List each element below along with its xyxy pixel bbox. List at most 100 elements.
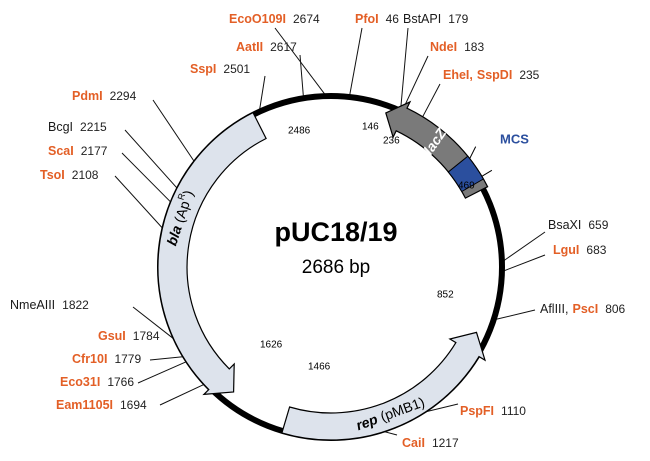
site-line: [258, 75, 266, 112]
site-line: [400, 27, 409, 111]
site-line: [493, 309, 536, 321]
site-position: 1822: [62, 298, 89, 312]
feature-coordinate: 1466: [308, 362, 331, 373]
site-position: 2617: [270, 40, 297, 54]
feature-coordinate: 146: [362, 122, 379, 133]
site-position: 179: [448, 12, 468, 26]
mcs-region: [447, 155, 485, 193]
site-label: CaiI 1217: [402, 436, 459, 450]
site-label: PfoI 46: [355, 12, 399, 26]
site-line: [121, 152, 173, 204]
site-line: [124, 129, 179, 191]
rep-gene: rep: [354, 410, 380, 433]
enzyme-name: CaiI: [402, 436, 425, 450]
site-line: [159, 383, 207, 406]
site-position: 2501: [223, 62, 250, 76]
site-line: [299, 54, 305, 99]
enzyme-name: GsuI: [98, 329, 126, 343]
bla-gene: bla: [163, 223, 185, 247]
enzyme-name: BstAPI: [403, 12, 441, 26]
size-unit: bp: [349, 257, 370, 278]
site-position: 683: [586, 243, 606, 257]
site-label: GsuI 1784: [98, 329, 160, 343]
site-position: 1110: [501, 404, 526, 418]
site-label: BsaXI 659: [548, 218, 609, 232]
enzyme-name: EcoO109I: [229, 12, 286, 26]
enzyme-name: Eam1105I: [56, 398, 113, 412]
site-line: [501, 254, 546, 273]
site-label: Eam1105I 1694: [56, 398, 147, 412]
site-position: 659: [588, 218, 608, 232]
bla-note: (Ap: [171, 199, 193, 225]
site-label: BstAPI 179: [403, 12, 469, 26]
site-position: 2177: [81, 144, 108, 158]
site-label: NmeAIII 1822: [10, 298, 89, 312]
enzyme-name: AflIII,: [540, 302, 568, 316]
mcs-label: MCS: [500, 131, 529, 146]
site-label: LguI 683: [553, 243, 607, 257]
site-label: TsoI 2108: [40, 168, 99, 182]
site-position: 1217: [432, 436, 459, 450]
site-position: 235: [519, 68, 539, 82]
enzyme-name: EheI,: [443, 68, 473, 82]
enzyme-name: BcgI: [48, 120, 73, 134]
site-label: ScaI 2177: [48, 144, 108, 158]
bla-note: ): [179, 188, 196, 197]
site-line: [501, 231, 546, 263]
size-value: 2686: [302, 257, 344, 278]
plasmid-title: pUC18/19: [274, 217, 397, 247]
site-label: NdeI 183: [430, 40, 484, 54]
site-position: 1766: [107, 375, 134, 389]
site-label: SspI 2501: [190, 62, 250, 76]
enzyme-name: Cfr10I: [72, 352, 107, 366]
enzyme-name: AatII: [236, 40, 263, 54]
bla-label: bla(ApR): [162, 188, 196, 248]
site-line: [137, 360, 189, 384]
site-label: Cfr10I 1779: [72, 352, 141, 366]
site-label: Eco31I 1766: [60, 375, 134, 389]
bla-note-sup: R: [176, 192, 188, 202]
site-line: [152, 99, 196, 164]
site-label: BcgI 2215: [48, 120, 107, 134]
site-position: 2108: [72, 168, 99, 182]
site-position: 46: [386, 12, 400, 26]
site-label: EheI, SspDI 235: [443, 68, 540, 82]
plasmid-size: 2686 bp: [302, 257, 370, 278]
site-label: PdmI 2294: [72, 89, 137, 103]
enzyme-name: TsoI: [40, 168, 65, 182]
site-position: 1694: [120, 398, 147, 412]
enzyme-name: SspI: [190, 62, 216, 76]
enzyme-name: PfoI: [355, 12, 379, 26]
mcs-tick: [481, 169, 493, 177]
enzyme-name: BsaXI: [548, 218, 581, 232]
enzyme-name: PspFI: [460, 404, 494, 418]
enzyme-name: LguI: [553, 243, 579, 257]
feature-coordinate: 852: [437, 290, 454, 301]
site-line: [348, 27, 363, 98]
site-position: 2674: [293, 12, 320, 26]
site-line: [419, 83, 441, 122]
site-position: 2215: [80, 120, 107, 134]
bla-arrow: [157, 111, 267, 396]
site-line: [132, 306, 178, 342]
site-line: [401, 55, 429, 112]
feature-coordinate: 469: [458, 181, 475, 192]
enzyme-name: NmeAIII: [10, 298, 55, 312]
feature-coordinate: 236: [383, 136, 400, 147]
feature-coordinate: 2486: [288, 126, 311, 137]
enzyme-name: ScaI: [48, 144, 74, 158]
enzyme-name: NdeI: [430, 40, 457, 54]
site-label: AflIII, PscI 806: [540, 302, 626, 316]
enzyme-name: SspDI: [477, 68, 512, 82]
enzyme-name: PdmI: [72, 89, 103, 103]
mcs-tick: [469, 146, 477, 159]
site-line: [114, 175, 165, 231]
site-position: 183: [464, 40, 484, 54]
site-label: EcoO109I 2674: [229, 12, 320, 26]
rep-arrow: [281, 331, 487, 441]
site-position: 1784: [133, 329, 160, 343]
site-position: 2294: [110, 89, 137, 103]
